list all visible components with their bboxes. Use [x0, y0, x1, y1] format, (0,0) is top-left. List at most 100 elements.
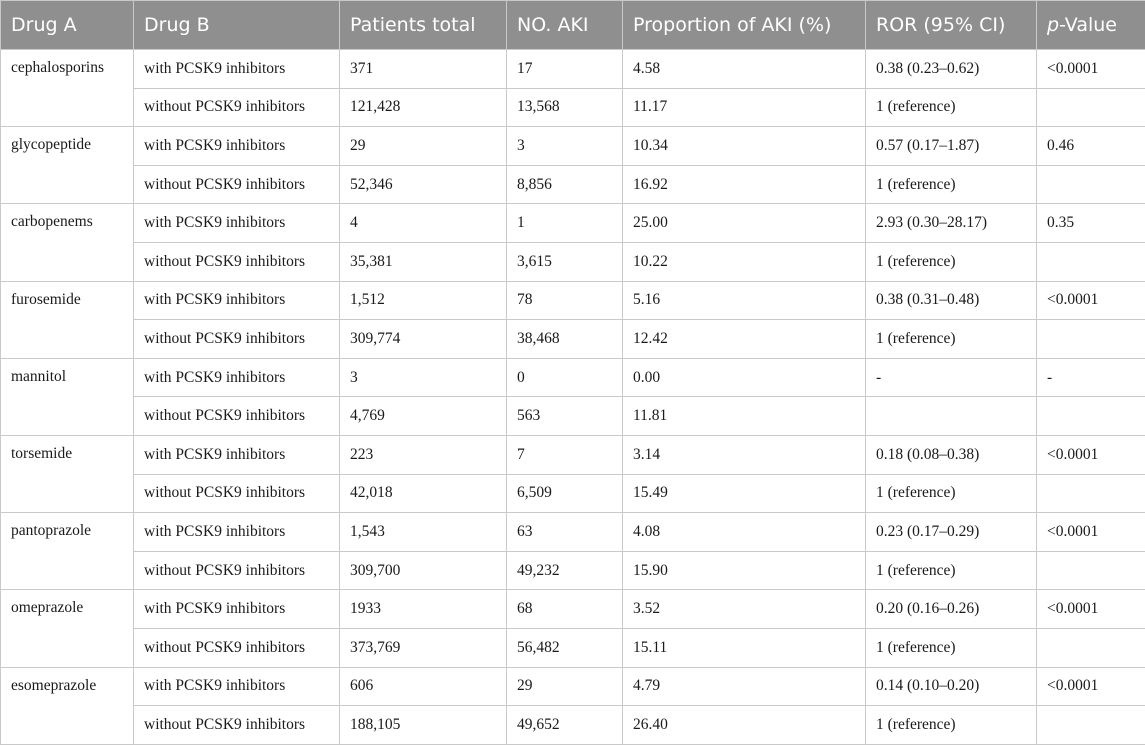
drug-b-cell: without PCSK9 inhibitors: [134, 88, 340, 127]
drug-a-cell: carbopenems: [1, 204, 134, 281]
ror-cell: 0.18 (0.08–0.38): [866, 435, 1037, 474]
p-value-cell: [1037, 628, 1145, 667]
header-drug-a: Drug A: [1, 1, 134, 50]
patients-total-cell: 4,769: [340, 397, 507, 436]
drug-b-cell: with PCSK9 inhibitors: [134, 435, 340, 474]
table-header: Drug A Drug B Patients total NO. AKI Pro…: [1, 1, 1145, 50]
drug-b-cell: with PCSK9 inhibitors: [134, 50, 340, 89]
drug-a-cell: cephalosporins: [1, 50, 134, 127]
no-aki-cell: 13,568: [507, 88, 623, 127]
patients-total-cell: 1933: [340, 590, 507, 629]
p-value-cell: <0.0001: [1037, 281, 1145, 320]
patients-total-cell: 371: [340, 50, 507, 89]
p-value-cell: -: [1037, 358, 1145, 397]
no-aki-cell: 63: [507, 513, 623, 552]
drug-b-cell: with PCSK9 inhibitors: [134, 590, 340, 629]
no-aki-cell: 49,652: [507, 706, 623, 745]
drug-b-cell: without PCSK9 inhibitors: [134, 628, 340, 667]
drug-b-cell: with PCSK9 inhibitors: [134, 667, 340, 706]
ror-cell: 0.57 (0.17–1.87): [866, 127, 1037, 166]
p-value-cell: [1037, 242, 1145, 281]
ror-cell: 1 (reference): [866, 242, 1037, 281]
p-value-cell: <0.0001: [1037, 50, 1145, 89]
ror-cell: 1 (reference): [866, 706, 1037, 745]
p-value-cell: [1037, 165, 1145, 204]
ror-cell: 2.93 (0.30–28.17): [866, 204, 1037, 243]
patients-total-cell: 373,769: [340, 628, 507, 667]
proportion-cell: 3.14: [623, 435, 866, 474]
patients-total-cell: 29: [340, 127, 507, 166]
ror-cell: 0.14 (0.10–0.20): [866, 667, 1037, 706]
proportion-cell: 10.34: [623, 127, 866, 166]
p-value-cell: [1037, 706, 1145, 745]
p-value-cell: [1037, 397, 1145, 436]
no-aki-cell: 78: [507, 281, 623, 320]
proportion-cell: 10.22: [623, 242, 866, 281]
proportion-cell: 11.81: [623, 397, 866, 436]
drug-b-cell: without PCSK9 inhibitors: [134, 242, 340, 281]
ror-cell: -: [866, 358, 1037, 397]
proportion-cell: 15.11: [623, 628, 866, 667]
patients-total-cell: 309,700: [340, 551, 507, 590]
proportion-cell: 4.79: [623, 667, 866, 706]
drug-b-cell: without PCSK9 inhibitors: [134, 551, 340, 590]
ror-cell: 1 (reference): [866, 165, 1037, 204]
no-aki-cell: 563: [507, 397, 623, 436]
proportion-cell: 16.92: [623, 165, 866, 204]
proportion-cell: 4.08: [623, 513, 866, 552]
drug-a-cell: omeprazole: [1, 590, 134, 667]
patients-total-cell: 309,774: [340, 320, 507, 359]
no-aki-cell: 3: [507, 127, 623, 166]
drug-a-cell: torsemide: [1, 435, 134, 512]
p-value-cell: [1037, 474, 1145, 513]
ror-cell: 1 (reference): [866, 88, 1037, 127]
header-p-italic: p: [1047, 14, 1059, 36]
patients-total-cell: 1,512: [340, 281, 507, 320]
patients-total-cell: 606: [340, 667, 507, 706]
ror-cell: 0.23 (0.17–0.29): [866, 513, 1037, 552]
drug-b-cell: without PCSK9 inhibitors: [134, 320, 340, 359]
no-aki-cell: 56,482: [507, 628, 623, 667]
header-p-value: p-Value: [1037, 1, 1145, 50]
patients-total-cell: 121,428: [340, 88, 507, 127]
p-value-cell: <0.0001: [1037, 435, 1145, 474]
patients-total-cell: 52,346: [340, 165, 507, 204]
patients-total-cell: 42,018: [340, 474, 507, 513]
drug-b-cell: without PCSK9 inhibitors: [134, 397, 340, 436]
proportion-cell: 15.90: [623, 551, 866, 590]
no-aki-cell: 68: [507, 590, 623, 629]
proportion-cell: 12.42: [623, 320, 866, 359]
ror-cell: [866, 397, 1037, 436]
header-no-aki: NO. AKI: [507, 1, 623, 50]
no-aki-cell: 7: [507, 435, 623, 474]
drug-b-cell: with PCSK9 inhibitors: [134, 127, 340, 166]
proportion-cell: 0.00: [623, 358, 866, 397]
patients-total-cell: 1,543: [340, 513, 507, 552]
proportion-cell: 25.00: [623, 204, 866, 243]
ror-cell: 0.38 (0.23–0.62): [866, 50, 1037, 89]
proportion-cell: 4.58: [623, 50, 866, 89]
p-value-cell: 0.46: [1037, 127, 1145, 166]
no-aki-cell: 6,509: [507, 474, 623, 513]
drug-a-cell: furosemide: [1, 281, 134, 358]
no-aki-cell: 17: [507, 50, 623, 89]
patients-total-cell: 4: [340, 204, 507, 243]
drug-a-cell: pantoprazole: [1, 513, 134, 590]
ror-cell: 0.38 (0.31–0.48): [866, 281, 1037, 320]
drug-b-cell: without PCSK9 inhibitors: [134, 474, 340, 513]
p-value-cell: <0.0001: [1037, 590, 1145, 629]
proportion-cell: 26.40: [623, 706, 866, 745]
patients-total-cell: 3: [340, 358, 507, 397]
